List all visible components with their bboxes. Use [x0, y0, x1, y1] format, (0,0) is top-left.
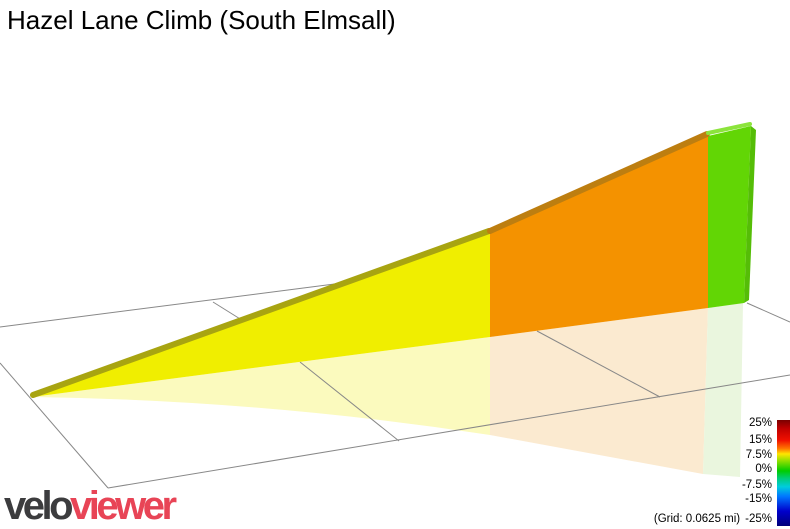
page-title: Hazel Lane Climb (South Elmsall) [7, 5, 396, 35]
floor-grid-line-front-edge [107, 374, 790, 489]
legend-tick-15: 15% [748, 434, 772, 446]
climb-wall-group [30, 122, 756, 398]
logo-text-velo: velo [4, 484, 74, 528]
shadow-green-segment [703, 303, 743, 477]
floor-grid-line-cross-right [746, 302, 790, 323]
floor-grid-line-cross-lower [299, 361, 400, 442]
floor-shadow-group [32, 303, 743, 477]
climb-ridge-yellow [30, 228, 492, 398]
gradient-color-bar [777, 420, 790, 526]
floor-grid-line-cross-mid [536, 330, 661, 398]
floor-grid-group [0, 281, 790, 489]
grid-scale-note: (Grid: 0.0625 mi) [653, 513, 741, 525]
shadow-orange-segment [490, 308, 708, 474]
legend-tick-neg-25: -25% [745, 513, 772, 525]
legend-tick-7-5: 7.5% [745, 449, 772, 461]
climb-ridge-orange [487, 131, 710, 234]
veloviewer-logo[interactable]: veloviewer [4, 484, 177, 528]
climb-wall-end-cap [744, 126, 756, 303]
climb-wall-green-face [708, 126, 751, 308]
climb-wall-orange-face [490, 136, 708, 337]
logo-text-viewer: viewer [70, 484, 177, 528]
climb-ridge-green-highlight [706, 122, 752, 135]
legend-tick-0: 0% [755, 463, 772, 475]
legend-bottom-row: (Grid: 0.0625 mi) -25% [654, 513, 772, 525]
legend-tick-neg-7-5: -7.5% [741, 479, 772, 491]
legend-tick-neg-15: -15% [745, 493, 772, 505]
legend-tick-25: 25% [748, 417, 772, 429]
floor-grid-line-back-edge [0, 281, 351, 328]
shadow-yellow-segment [32, 337, 490, 435]
floor-grid-line-left-edge [0, 362, 109, 489]
